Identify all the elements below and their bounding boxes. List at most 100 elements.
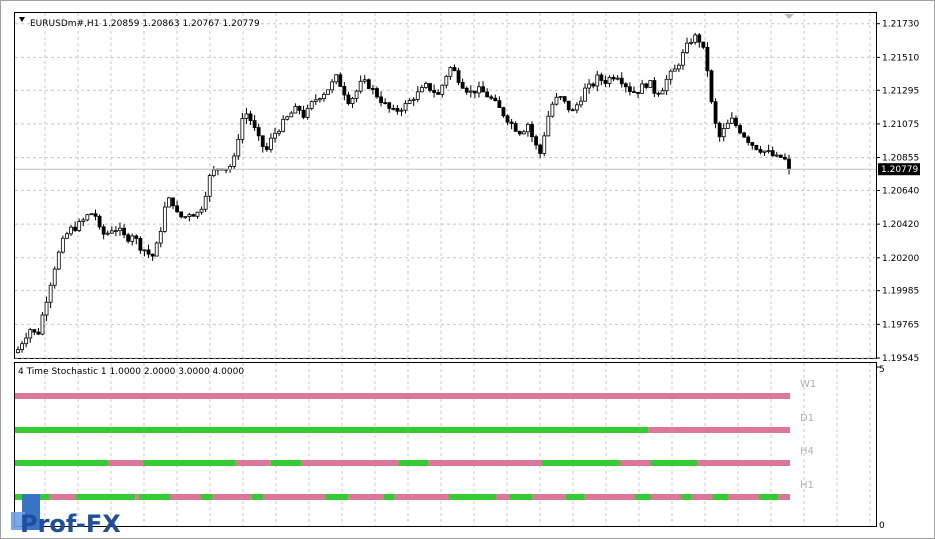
candle-body[interactable]	[766, 150, 771, 152]
candle-body[interactable]	[570, 109, 575, 112]
candle-body[interactable]	[452, 67, 457, 72]
candle-body[interactable]	[725, 122, 730, 129]
dropdown-triangle-icon[interactable]	[19, 17, 25, 22]
candle-body[interactable]	[472, 90, 477, 94]
candle-body[interactable]	[134, 235, 139, 239]
candle-body[interactable]	[754, 144, 759, 150]
candle-body[interactable]	[354, 90, 359, 99]
candle-body[interactable]	[175, 205, 179, 213]
candle-body[interactable]	[240, 118, 245, 140]
candle-body[interactable]	[632, 91, 636, 93]
candle-body[interactable]	[264, 146, 269, 150]
candle-body[interactable]	[550, 103, 555, 117]
candle-body[interactable]	[579, 100, 583, 106]
candle-body[interactable]	[489, 96, 494, 99]
candle-body[interactable]	[709, 70, 714, 103]
candle-body[interactable]	[126, 234, 131, 242]
candle-body[interactable]	[783, 156, 787, 160]
candle-body[interactable]	[664, 78, 669, 92]
candle-body[interactable]	[660, 90, 665, 95]
candle-body[interactable]	[273, 132, 277, 139]
candle-body[interactable]	[236, 138, 241, 157]
candle-body[interactable]	[770, 150, 775, 157]
candle-body[interactable]	[342, 86, 347, 96]
candle-body[interactable]	[750, 142, 755, 146]
candle-body[interactable]	[52, 268, 57, 286]
candle-body[interactable]	[656, 92, 661, 95]
candle-body[interactable]	[334, 74, 339, 83]
candle-body[interactable]	[154, 242, 159, 257]
candle-body[interactable]	[326, 89, 330, 95]
candle-body[interactable]	[615, 77, 620, 80]
candle-body[interactable]	[191, 214, 196, 217]
candle-body[interactable]	[207, 175, 212, 197]
candle-body[interactable]	[199, 208, 204, 213]
candle-body[interactable]	[362, 79, 367, 82]
candle-body[interactable]	[105, 232, 110, 235]
candle-body[interactable]	[366, 79, 371, 89]
candle-body[interactable]	[252, 120, 257, 128]
candle-body[interactable]	[60, 237, 65, 253]
candle-body[interactable]	[693, 34, 698, 43]
candle-body[interactable]	[758, 149, 763, 153]
candle-body[interactable]	[371, 88, 375, 90]
candle-body[interactable]	[464, 87, 469, 93]
candle-body[interactable]	[48, 284, 53, 303]
candle-body[interactable]	[672, 68, 677, 72]
candle-body[interactable]	[309, 101, 314, 109]
candle-body[interactable]	[742, 132, 747, 138]
candle-body[interactable]	[158, 231, 163, 244]
candle-body[interactable]	[20, 343, 24, 351]
candle-body[interactable]	[32, 329, 37, 333]
candle-body[interactable]	[179, 211, 184, 218]
candle-body[interactable]	[415, 91, 420, 100]
candle-body[interactable]	[122, 227, 126, 236]
candle-body[interactable]	[456, 70, 461, 83]
candle-body[interactable]	[146, 249, 151, 255]
candle-body[interactable]	[738, 125, 742, 134]
candle-body[interactable]	[56, 251, 61, 270]
candle-body[interactable]	[395, 108, 400, 112]
candle-body[interactable]	[481, 86, 485, 93]
candle-body[interactable]	[721, 128, 726, 138]
candle-body[interactable]	[501, 107, 506, 117]
candle-body[interactable]	[485, 91, 490, 98]
candle-body[interactable]	[81, 219, 86, 222]
candle-body[interactable]	[44, 301, 49, 316]
candle-body[interactable]	[403, 103, 408, 111]
candle-body[interactable]	[244, 113, 249, 119]
candle-body[interactable]	[150, 253, 155, 257]
candle-body[interactable]	[762, 150, 767, 153]
candle-body[interactable]	[681, 52, 685, 66]
candle-body[interactable]	[619, 77, 624, 85]
candle-body[interactable]	[566, 100, 571, 111]
candle-body[interactable]	[114, 230, 118, 233]
candle-body[interactable]	[411, 99, 416, 101]
candle-body[interactable]	[595, 74, 600, 87]
candle-body[interactable]	[428, 83, 432, 91]
candle-body[interactable]	[644, 83, 649, 88]
candle-body[interactable]	[468, 90, 473, 93]
candle-body[interactable]	[313, 99, 318, 102]
candle-body[interactable]	[399, 109, 404, 112]
candle-body[interactable]	[746, 136, 751, 143]
candle-body[interactable]	[591, 83, 596, 87]
candle-body[interactable]	[717, 122, 722, 138]
candle-body[interactable]	[623, 83, 628, 88]
candle-body[interactable]	[574, 104, 579, 111]
candle-body[interactable]	[668, 70, 673, 80]
candle-body[interactable]	[689, 41, 693, 44]
candle-body[interactable]	[517, 130, 522, 135]
candle-body[interactable]	[493, 97, 498, 102]
candle-body[interactable]	[301, 109, 306, 118]
candle-body[interactable]	[558, 96, 563, 98]
candle-body[interactable]	[391, 107, 396, 110]
candle-body[interactable]	[183, 216, 188, 218]
candle-body[interactable]	[89, 213, 94, 216]
candle-body[interactable]	[281, 118, 286, 132]
candle-body[interactable]	[322, 93, 326, 99]
candle-body[interactable]	[542, 135, 547, 154]
candle-body[interactable]	[448, 67, 453, 77]
candle-body[interactable]	[256, 127, 261, 137]
candle-body[interactable]	[69, 226, 73, 235]
